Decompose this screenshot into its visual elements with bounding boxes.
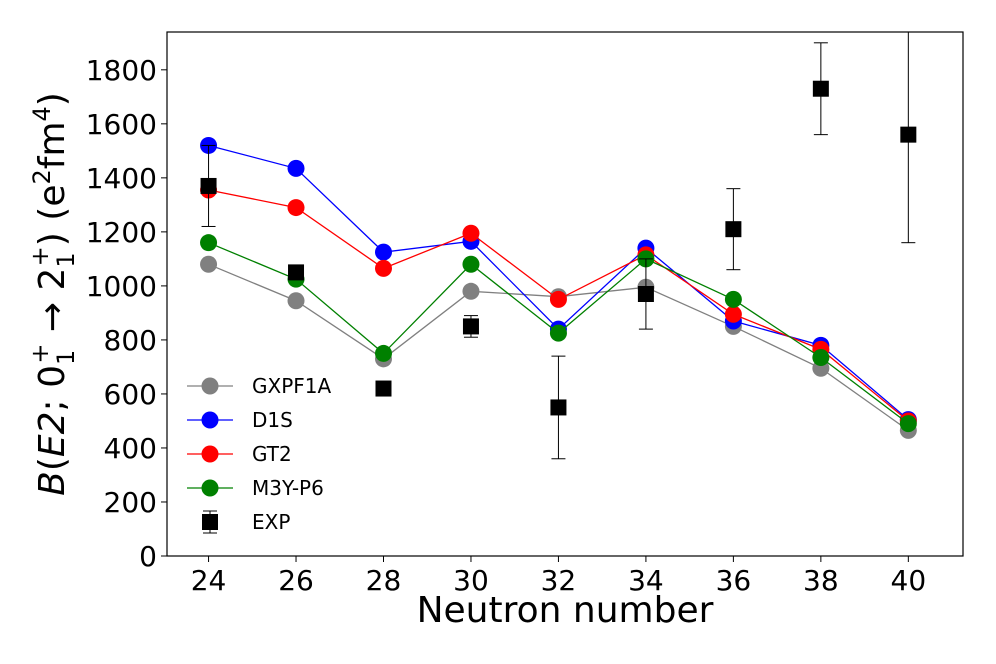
data-point: [287, 292, 305, 310]
legend-marker: [201, 377, 219, 395]
data-point: [724, 290, 742, 308]
exp-point: [375, 380, 392, 397]
data-point: [899, 415, 917, 433]
data-point: [200, 255, 218, 273]
y-tick-label: 200: [104, 486, 157, 519]
y-tick-label: 1600: [86, 108, 157, 141]
data-point: [812, 348, 830, 366]
y-tick-label: 1400: [86, 162, 157, 195]
legend-marker: [201, 445, 219, 463]
legend-marker: [201, 479, 219, 497]
legend-label: GT2: [252, 442, 292, 466]
legend-marker: [201, 411, 219, 429]
legend-label: EXP: [252, 510, 290, 534]
data-point: [287, 159, 305, 177]
tick-marks: [161, 69, 909, 562]
exp-point: [812, 80, 829, 97]
x-tick-label: 26: [278, 564, 314, 597]
x-tick-label: 40: [891, 564, 927, 597]
data-point: [374, 243, 392, 261]
legend-item-gxpf1a: GXPF1A: [187, 374, 331, 398]
legend-label: D1S: [252, 408, 293, 432]
tick-labels: 24 26 28 30 32 34 36 38 400200400600800100012001…: [86, 54, 926, 597]
legend: GXPF1A D1S GT2 M3Y-P6 EXP: [187, 374, 331, 534]
legend-item-exp: EXP: [202, 510, 290, 534]
exp-point: [200, 177, 217, 194]
y-tick-label: 1800: [86, 54, 157, 87]
x-axis-label: Neutron number: [417, 590, 714, 631]
y-tick-label: 400: [104, 432, 157, 465]
x-tick-label: 32: [541, 564, 577, 597]
data-point: [724, 305, 742, 323]
x-tick-label: 34: [628, 564, 664, 597]
exp-point: [550, 399, 567, 416]
legend-item-gt2: GT2: [187, 442, 292, 466]
legend-label: M3Y-P6: [252, 476, 324, 500]
exp-point: [462, 318, 479, 335]
y-tick-label: 800: [104, 324, 157, 357]
y-axis-label: B(E2; 01+ → 21+) (e2fm4): [26, 92, 80, 496]
data-point: [462, 255, 480, 273]
x-tick-label: 30: [453, 564, 489, 597]
y-tick-label: 1200: [86, 216, 157, 249]
experiment-layer: [200, 32, 917, 460]
data-point: [200, 234, 218, 252]
data-point: [374, 259, 392, 277]
data-point: [374, 344, 392, 362]
legend-marker: [202, 514, 218, 530]
exp-point: [637, 286, 654, 302]
exp-point: [900, 126, 917, 143]
exp-point: [725, 221, 742, 238]
x-tick-label: 38: [803, 564, 839, 597]
data-point: [462, 282, 480, 300]
y-tick-label: 0: [139, 540, 157, 573]
x-tick-label: 28: [366, 564, 402, 597]
legend-label: GXPF1A: [252, 374, 331, 398]
legend-item-d1s: D1S: [187, 408, 293, 432]
data-point: [287, 199, 305, 217]
exp-point: [288, 264, 305, 281]
y-tick-label: 600: [104, 378, 157, 411]
data-point: [462, 224, 480, 242]
x-tick-label: 36: [716, 564, 752, 597]
legend-item-m3y-p6: M3Y-P6: [187, 476, 324, 500]
data-point: [549, 324, 567, 342]
y-tick-label: 1000: [86, 270, 157, 303]
data-point: [549, 290, 567, 308]
x-tick-label: 24: [191, 564, 227, 597]
